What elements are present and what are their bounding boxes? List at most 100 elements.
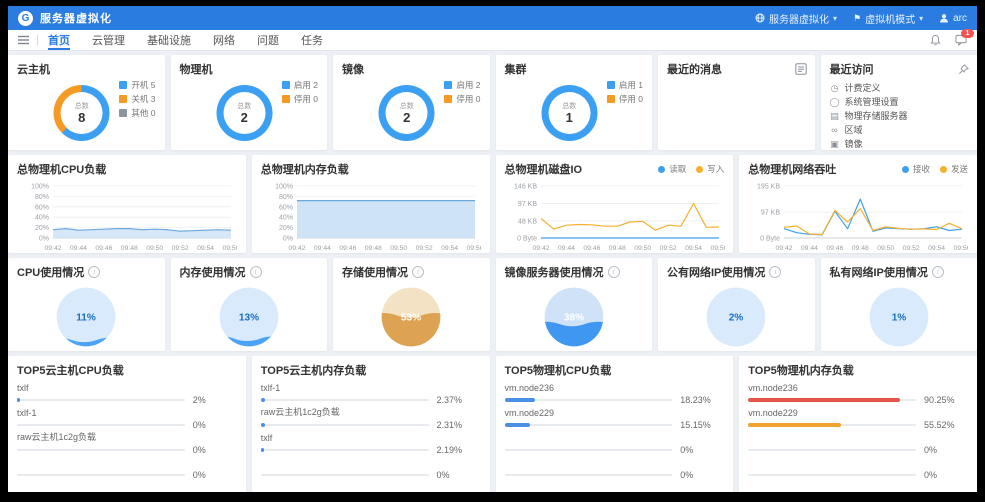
svg-text:09:42: 09:42 [532, 245, 549, 252]
top5-item-label[interactable]: txlf-1 [260, 383, 281, 393]
legend-item[interactable]: 开机 5 [119, 79, 156, 91]
top5-bar-track [260, 474, 429, 476]
top5-bar [748, 398, 900, 402]
top5-item-4: 0% [748, 483, 968, 492]
top5-item-label[interactable]: vm.node236 [748, 383, 798, 393]
top5-item-4: 0% [505, 483, 725, 492]
line-chart: 0 Byte 97 KB 195 KB 09:42 09:44 09:46 09:48 09:… [757, 184, 971, 253]
message-icon[interactable]: 1 [955, 29, 974, 46]
menu-item-2[interactable]: 基础设施 [147, 35, 191, 47]
chart-canvas: 0 Byte 48 KB 97 KB 146 KB 09:42 09:44 09:46 09:… [505, 179, 728, 253]
donut-chart[interactable]: 总数 2 [216, 85, 273, 141]
card-title: 集群 [504, 64, 527, 76]
info-icon[interactable]: i [88, 266, 101, 278]
legend-item[interactable]: 启用 1 [606, 79, 643, 91]
info-icon[interactable]: i [769, 266, 782, 278]
legend-item[interactable]: 停用 0 [281, 93, 318, 105]
recent-item-1[interactable]: ◯ 系统管理设置 [830, 97, 969, 108]
top5-item-label[interactable]: txlf [17, 383, 29, 393]
app-logo-icon[interactable]: G [18, 10, 33, 26]
top5-item-3: 0% [748, 458, 968, 483]
legend-label: 启用 1 [618, 80, 643, 90]
gauge-card-1: 内存使用情况 i 13% [170, 258, 327, 351]
legend-item[interactable]: 停用 0 [444, 93, 481, 105]
top5-item-label[interactable]: vm.node229 [504, 408, 555, 418]
legend-item[interactable]: 停用 0 [606, 93, 643, 105]
gauge-title: 存储使用情况 i [342, 264, 481, 280]
recent-item-label: 物理存储服务器 [844, 111, 908, 121]
legend-item[interactable]: 启用 2 [281, 79, 318, 91]
user-menu[interactable]: arc [939, 13, 967, 24]
top5-item-label[interactable]: vm.node229 [748, 408, 798, 418]
menu-item-4[interactable]: 问题 [257, 35, 279, 47]
legend-label: 启用 2 [456, 80, 481, 90]
legend-item[interactable]: 接收 [901, 163, 930, 175]
legend-item[interactable]: 发送 [939, 163, 968, 175]
info-icon[interactable]: i [412, 266, 424, 278]
top5-bar-line: 0% [748, 445, 968, 455]
legend-swatch [119, 81, 128, 89]
legend-label: 停用 0 [293, 94, 318, 104]
top5-item-1: vm.node229 15.15% [504, 408, 725, 433]
menu-item-3[interactable]: 网络 [213, 35, 235, 47]
legend-item[interactable]: 其他 0 [119, 107, 156, 119]
menu-item-1[interactable]: 云管理 [92, 35, 125, 47]
hamburger-icon[interactable] [18, 35, 29, 45]
pin-icon[interactable] [958, 62, 969, 80]
recent-card: 最近访问◷计费定义◯系统管理设置▤物理存储服务器∞区域▣镜像⊙实时监控策略管理 [820, 55, 977, 150]
legend-swatch [606, 95, 615, 103]
message-list-icon[interactable] [794, 62, 807, 80]
menubar-right: 1 [930, 29, 974, 46]
top5-row: TOP5云主机CPU负载 txlf 2% txlf-1 0% raw云主机1c2g负载 0%… [8, 356, 977, 492]
svg-text:20%: 20% [279, 225, 293, 232]
svg-text:97 KB: 97 KB [517, 201, 536, 208]
legend-item[interactable]: 启用 2 [444, 79, 481, 91]
top5-item-label[interactable]: raw云主机1c2g负载 [260, 407, 340, 417]
top5-item-value: 0% [680, 445, 694, 455]
header-menu-1[interactable]: ⚑ 虚拟机模式 ▾ [853, 11, 923, 26]
info-icon[interactable]: i [931, 266, 944, 278]
gauge-canvas: 38% [505, 284, 644, 350]
donut-chart[interactable]: 总数 2 [378, 85, 435, 141]
chart-title: 总物理机CPU负载 [17, 164, 107, 176]
recent-item-label: 镜像 [844, 139, 863, 149]
donut-total-label: 总数 [399, 102, 414, 110]
top5-bar-track [260, 423, 429, 427]
menu-item-0[interactable]: 首页 [48, 30, 70, 50]
top5-bar-track [748, 449, 916, 451]
top5-item-label[interactable]: txlf [260, 433, 273, 443]
info-icon[interactable]: i [607, 266, 620, 278]
legend-item[interactable]: 写入 [696, 163, 724, 175]
donut-legend: 启用 2 停用 0 [281, 79, 318, 105]
svg-text:100%: 100% [31, 184, 49, 191]
chart-header: 总物理机CPU负载 [17, 161, 237, 177]
svg-text:60%: 60% [279, 204, 293, 211]
recent-item-2[interactable]: ▤ 物理存储服务器 [830, 111, 969, 122]
top5-title: TOP5云主机内存负载 [260, 365, 367, 377]
dashboard-content: 云主机 总数 8 开机 5 关机 3 其他 0 物理机 总数 2 启用 2 停用 0 镜像 总数 2 启用 … [8, 51, 977, 492]
donut-chart[interactable]: 总数 1 [541, 85, 598, 141]
top5-item-1: raw云主机1c2g负载 2.31% [260, 407, 481, 433]
donut-legend: 开机 5 关机 3 其他 0 [119, 79, 156, 119]
recent-item-0[interactable]: ◷ 计费定义 [830, 83, 969, 94]
top5-item-label[interactable]: txlf-1 [17, 408, 37, 418]
donut-chart[interactable]: 总数 8 [53, 85, 110, 141]
svg-text:97 KB: 97 KB [761, 210, 780, 217]
top5-bar-track [260, 448, 429, 452]
donut-body: 总数 2 启用 2 停用 0 [342, 77, 481, 149]
header-menu-0[interactable]: 服务器虚拟化 ▾ [755, 11, 837, 26]
menu-item-5[interactable]: 任务 [301, 35, 323, 47]
legend-item[interactable]: 读取 [658, 163, 686, 175]
top5-bar-line: 15.15% [504, 420, 725, 430]
svg-text:80%: 80% [279, 194, 293, 201]
bell-icon[interactable] [930, 34, 941, 46]
top5-bar-track [504, 474, 673, 476]
legend-item[interactable]: 关机 3 [119, 93, 156, 105]
info-icon[interactable]: i [249, 266, 262, 278]
top5-item-label[interactable]: vm.node236 [504, 383, 555, 393]
recent-item-4[interactable]: ▣ 镜像 [830, 139, 969, 150]
donut-total-label: 总数 [562, 102, 577, 110]
recent-item-3[interactable]: ∞ 区域 [830, 125, 969, 136]
top5-item-label[interactable]: raw云主机1c2g负载 [17, 432, 97, 442]
divider [37, 34, 38, 46]
